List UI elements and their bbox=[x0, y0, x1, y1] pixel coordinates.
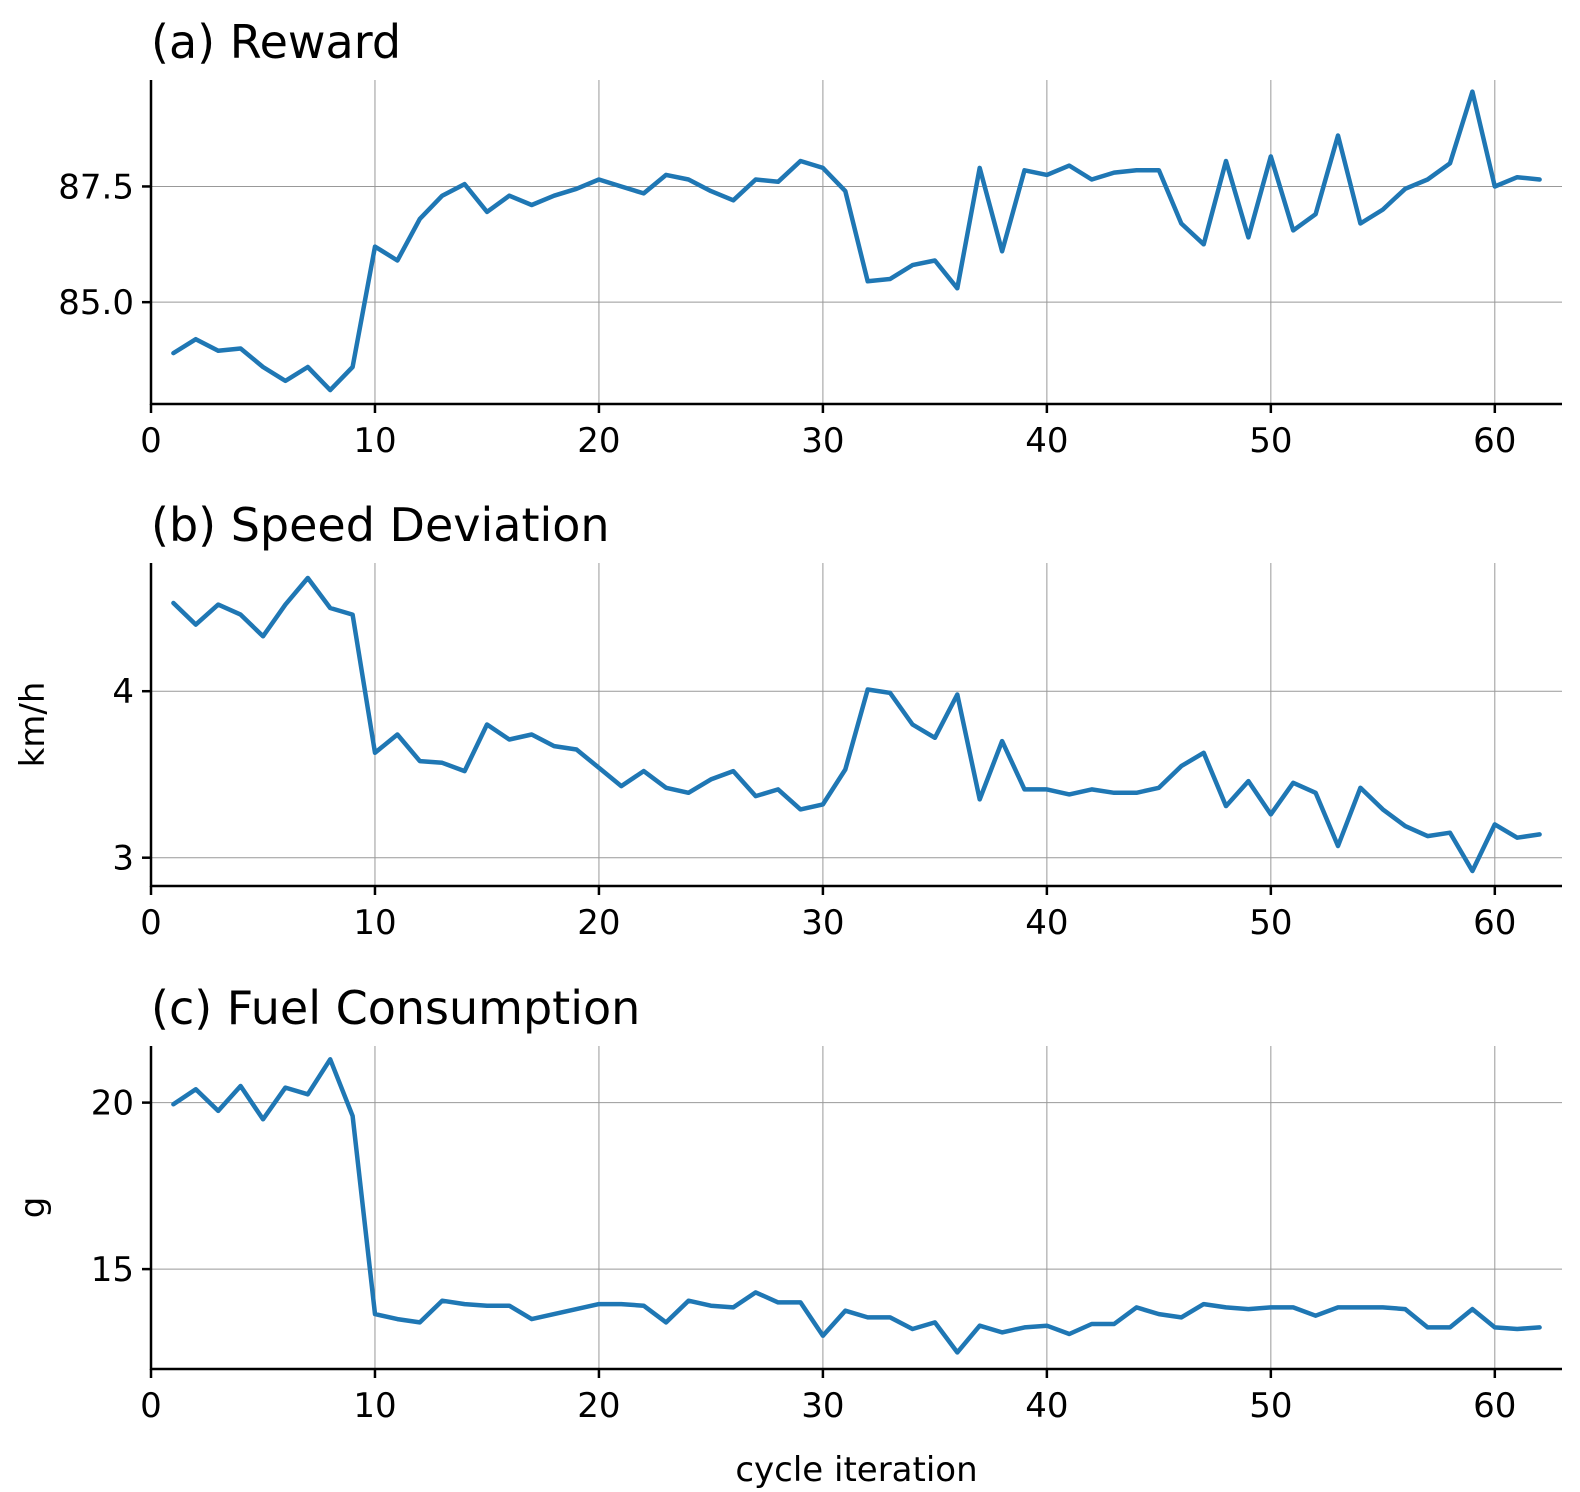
reward-panel: 0 10 20 30 40 50 60 85.0 87.5 (a) Reward bbox=[58, 15, 1562, 461]
x-tick-label: 30 bbox=[801, 1386, 844, 1426]
x-tick-label: 60 bbox=[1473, 1386, 1516, 1426]
y-tick-label: 3 bbox=[112, 839, 134, 879]
y-axis-label: g bbox=[13, 1197, 53, 1219]
x-tick-label: 0 bbox=[140, 903, 162, 943]
x-tick-label: 50 bbox=[1249, 1386, 1292, 1426]
x-tick-label: 20 bbox=[577, 1386, 620, 1426]
y-tick-label: 15 bbox=[91, 1250, 134, 1290]
x-tick-label: 40 bbox=[1025, 421, 1068, 461]
fuel-consumption-panel: 0 10 20 30 40 50 60 15 20 (c) Fuel Consumption g cy… bbox=[13, 981, 1562, 1490]
speed-deviation-panel: 0 10 20 30 40 50 60 3 4 (b) Speed Deviation km/h bbox=[13, 498, 1562, 943]
x-tick-label: 0 bbox=[140, 1386, 162, 1426]
x-tick-label: 60 bbox=[1473, 421, 1516, 461]
series-line bbox=[171, 575, 1542, 874]
x-tick-label: 20 bbox=[577, 903, 620, 943]
panel-title: (c) Fuel Consumption bbox=[151, 981, 640, 1035]
panel-title: (a) Reward bbox=[151, 15, 401, 69]
x-axis-label: cycle iteration bbox=[735, 1450, 977, 1490]
x-tick-label: 0 bbox=[140, 421, 162, 461]
y-tick-label: 20 bbox=[91, 1084, 134, 1124]
x-tick-label: 40 bbox=[1025, 903, 1068, 943]
y-tick-label: 4 bbox=[112, 672, 134, 712]
panel-title: (b) Speed Deviation bbox=[151, 498, 610, 552]
x-tick-label: 30 bbox=[801, 421, 844, 461]
x-tick-label: 60 bbox=[1473, 903, 1516, 943]
x-tick-label: 10 bbox=[353, 903, 396, 943]
y-axis-label: km/h bbox=[13, 682, 53, 768]
x-tick-label: 10 bbox=[353, 1386, 396, 1426]
series-line bbox=[171, 1057, 1542, 1355]
x-tick-label: 50 bbox=[1249, 421, 1292, 461]
x-tick-label: 30 bbox=[801, 903, 844, 943]
x-tick-label: 20 bbox=[577, 421, 620, 461]
series-line bbox=[171, 89, 1542, 393]
x-tick-label: 10 bbox=[353, 421, 396, 461]
y-tick-label: 85.0 bbox=[58, 283, 134, 323]
y-tick-label: 87.5 bbox=[58, 167, 134, 207]
x-tick-label: 50 bbox=[1249, 903, 1292, 943]
x-tick-label: 40 bbox=[1025, 1386, 1068, 1426]
